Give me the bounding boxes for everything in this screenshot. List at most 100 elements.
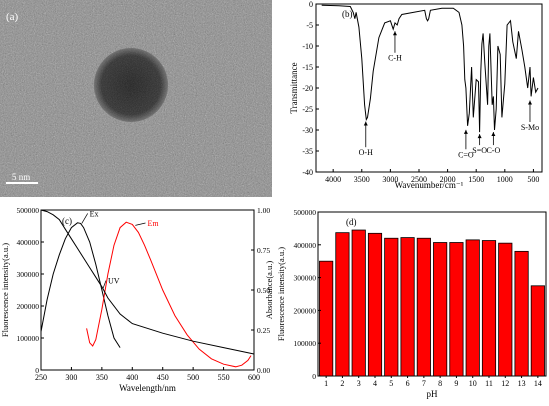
bar bbox=[498, 242, 513, 377]
x-tick-label: 2000 bbox=[440, 175, 456, 184]
annotation-arrowhead bbox=[363, 121, 368, 126]
y-tick-label-right: 0.75 bbox=[257, 246, 270, 255]
bar bbox=[465, 239, 480, 377]
x-tick-label: 11 bbox=[485, 379, 493, 388]
y-tick-label: 300000 bbox=[17, 270, 40, 279]
x-tick-label: 3500 bbox=[354, 175, 370, 184]
x-tick-label: 600 bbox=[248, 373, 260, 382]
ph-bar-chart-panel: 1 2 3 4 5 6 7 8 9 10 11 12 13 14 0 100000 200000 300000 40… bbox=[276, 198, 549, 401]
y-tick-label: 100000 bbox=[294, 339, 317, 348]
annotation-label: C-O bbox=[486, 146, 500, 155]
y-tick-label: 0 bbox=[312, 372, 316, 381]
ftir-series-line bbox=[321, 4, 539, 133]
x-tick-label: 9 bbox=[454, 379, 458, 388]
x-tick-label: 3 bbox=[357, 379, 361, 388]
y-tick-label: 0 bbox=[35, 366, 39, 375]
ftir-chart-panel: 4000 3500 3000 2500 2000 1500 1000 500 0 -5 -10 -15… bbox=[276, 0, 549, 197]
y-tick-label: 400000 bbox=[17, 238, 40, 247]
annotation-leader bbox=[81, 213, 88, 224]
annotation-label: C=O bbox=[458, 150, 474, 159]
x-tick-label: 8 bbox=[438, 379, 442, 388]
plot-frame bbox=[315, 3, 543, 173]
panel-label-a: (a) bbox=[6, 11, 19, 23]
y-axis-label: Fluorescence intensity(a.u.) bbox=[276, 247, 286, 341]
y-tick-label-right: 0.00 bbox=[257, 366, 270, 375]
y-tick-label-right: 1.00 bbox=[257, 206, 270, 215]
plot-frame bbox=[317, 211, 547, 377]
annotation-arrowhead bbox=[491, 132, 496, 136]
y-tick-label-right: 0.25 bbox=[257, 326, 270, 335]
x-tick-label: 4 bbox=[373, 379, 377, 388]
y-tick-label: 100000 bbox=[17, 334, 40, 343]
bar bbox=[416, 237, 431, 377]
bar bbox=[514, 250, 529, 377]
tem-image-panel: (a) 5 nm bbox=[0, 0, 272, 197]
y-axis-label-left: Fluorescence intensity(a.u.) bbox=[0, 243, 10, 337]
y-tick-label: -5 bbox=[306, 21, 313, 30]
x-tick-label: 4000 bbox=[325, 175, 341, 184]
ftir-chart: 4000 3500 3000 2500 2000 1500 1000 500 0 -5 -10 -15… bbox=[289, 0, 543, 190]
series-line-ex bbox=[40, 222, 121, 348]
y-axis-label: Transmittance bbox=[289, 62, 299, 113]
y-tick-label: -20 bbox=[302, 84, 313, 93]
y-tick-label-right: 0.50 bbox=[257, 286, 270, 295]
x-tick-label: 14 bbox=[534, 379, 542, 388]
x-tick-label: 450 bbox=[157, 373, 169, 382]
y-tick-label: 300000 bbox=[294, 274, 317, 283]
x-tick-label: 400 bbox=[126, 373, 138, 382]
bar bbox=[319, 260, 334, 377]
y-tick-label: 0 bbox=[309, 0, 313, 9]
bar bbox=[530, 285, 545, 377]
bar bbox=[367, 232, 383, 377]
bar bbox=[351, 229, 366, 377]
bar bbox=[449, 242, 464, 377]
y-axis-label-right: Absorbance(a.u.) bbox=[264, 261, 274, 320]
x-tick-label: 2500 bbox=[411, 175, 427, 184]
spectra-chart: 250 300 350 400 450 500 550 600 0 100000 200000 300… bbox=[0, 206, 274, 393]
annotation-arrowhead bbox=[463, 129, 468, 134]
annotation-leader bbox=[102, 280, 107, 289]
x-tick-label: 500 bbox=[187, 373, 199, 382]
panel-label-d: (d) bbox=[346, 217, 357, 227]
x-tick-label: 1500 bbox=[468, 175, 484, 184]
bar bbox=[384, 237, 399, 377]
x-tick-label: 1 bbox=[324, 379, 328, 388]
x-axis-label: Wavenumber/cm⁻¹ bbox=[395, 180, 464, 190]
plot-frame bbox=[40, 209, 255, 371]
bar bbox=[400, 237, 415, 377]
annotation-label: S=O bbox=[472, 146, 487, 155]
annotation-arrowhead bbox=[392, 31, 397, 36]
y-tick-label: 500000 bbox=[294, 208, 317, 217]
y-tick-label: -30 bbox=[302, 126, 313, 135]
y-tick-label: -35 bbox=[302, 147, 313, 156]
x-tick-label: 250 bbox=[35, 373, 47, 382]
ph-bar-chart: 1 2 3 4 5 6 7 8 9 10 11 12 13 14010000020000030000040… bbox=[276, 208, 547, 399]
x-tick-label: 5 bbox=[389, 379, 393, 388]
x-tick-label: 7 bbox=[422, 379, 426, 388]
x-tick-label: 300 bbox=[65, 373, 77, 382]
series-line-uv bbox=[40, 209, 255, 355]
y-tick-label: 200000 bbox=[294, 306, 317, 315]
x-tick-label: 13 bbox=[518, 379, 526, 388]
x-tick-label: 12 bbox=[501, 379, 509, 388]
x-tick-label: 550 bbox=[218, 373, 230, 382]
y-tick-label: -10 bbox=[302, 42, 313, 51]
x-tick-label: 350 bbox=[96, 373, 108, 382]
y-tick-label: 400000 bbox=[294, 241, 317, 250]
spectra-chart-panel: 250 300 350 400 450 500 550 600 0 100000 200000 300… bbox=[0, 198, 276, 401]
annotation-label: O-H bbox=[359, 148, 373, 157]
bar bbox=[335, 232, 350, 377]
series-label: Ex bbox=[90, 209, 99, 218]
tem-image: (a) 5 nm bbox=[0, 0, 272, 197]
x-tick-label: 1000 bbox=[497, 175, 513, 184]
y-tick-label: 500000 bbox=[17, 206, 40, 215]
series-label: Em bbox=[148, 219, 160, 228]
scale-bar-label: 5 nm bbox=[12, 172, 30, 182]
x-tick-label: 2 bbox=[340, 379, 344, 388]
y-tick-label: 200000 bbox=[17, 302, 40, 311]
annotation-arrowhead bbox=[527, 100, 532, 105]
y-tick-label: -15 bbox=[302, 63, 313, 72]
series-line-em bbox=[86, 221, 252, 368]
x-axis-label: pH bbox=[427, 389, 439, 399]
annotation-arrowhead bbox=[477, 134, 482, 139]
